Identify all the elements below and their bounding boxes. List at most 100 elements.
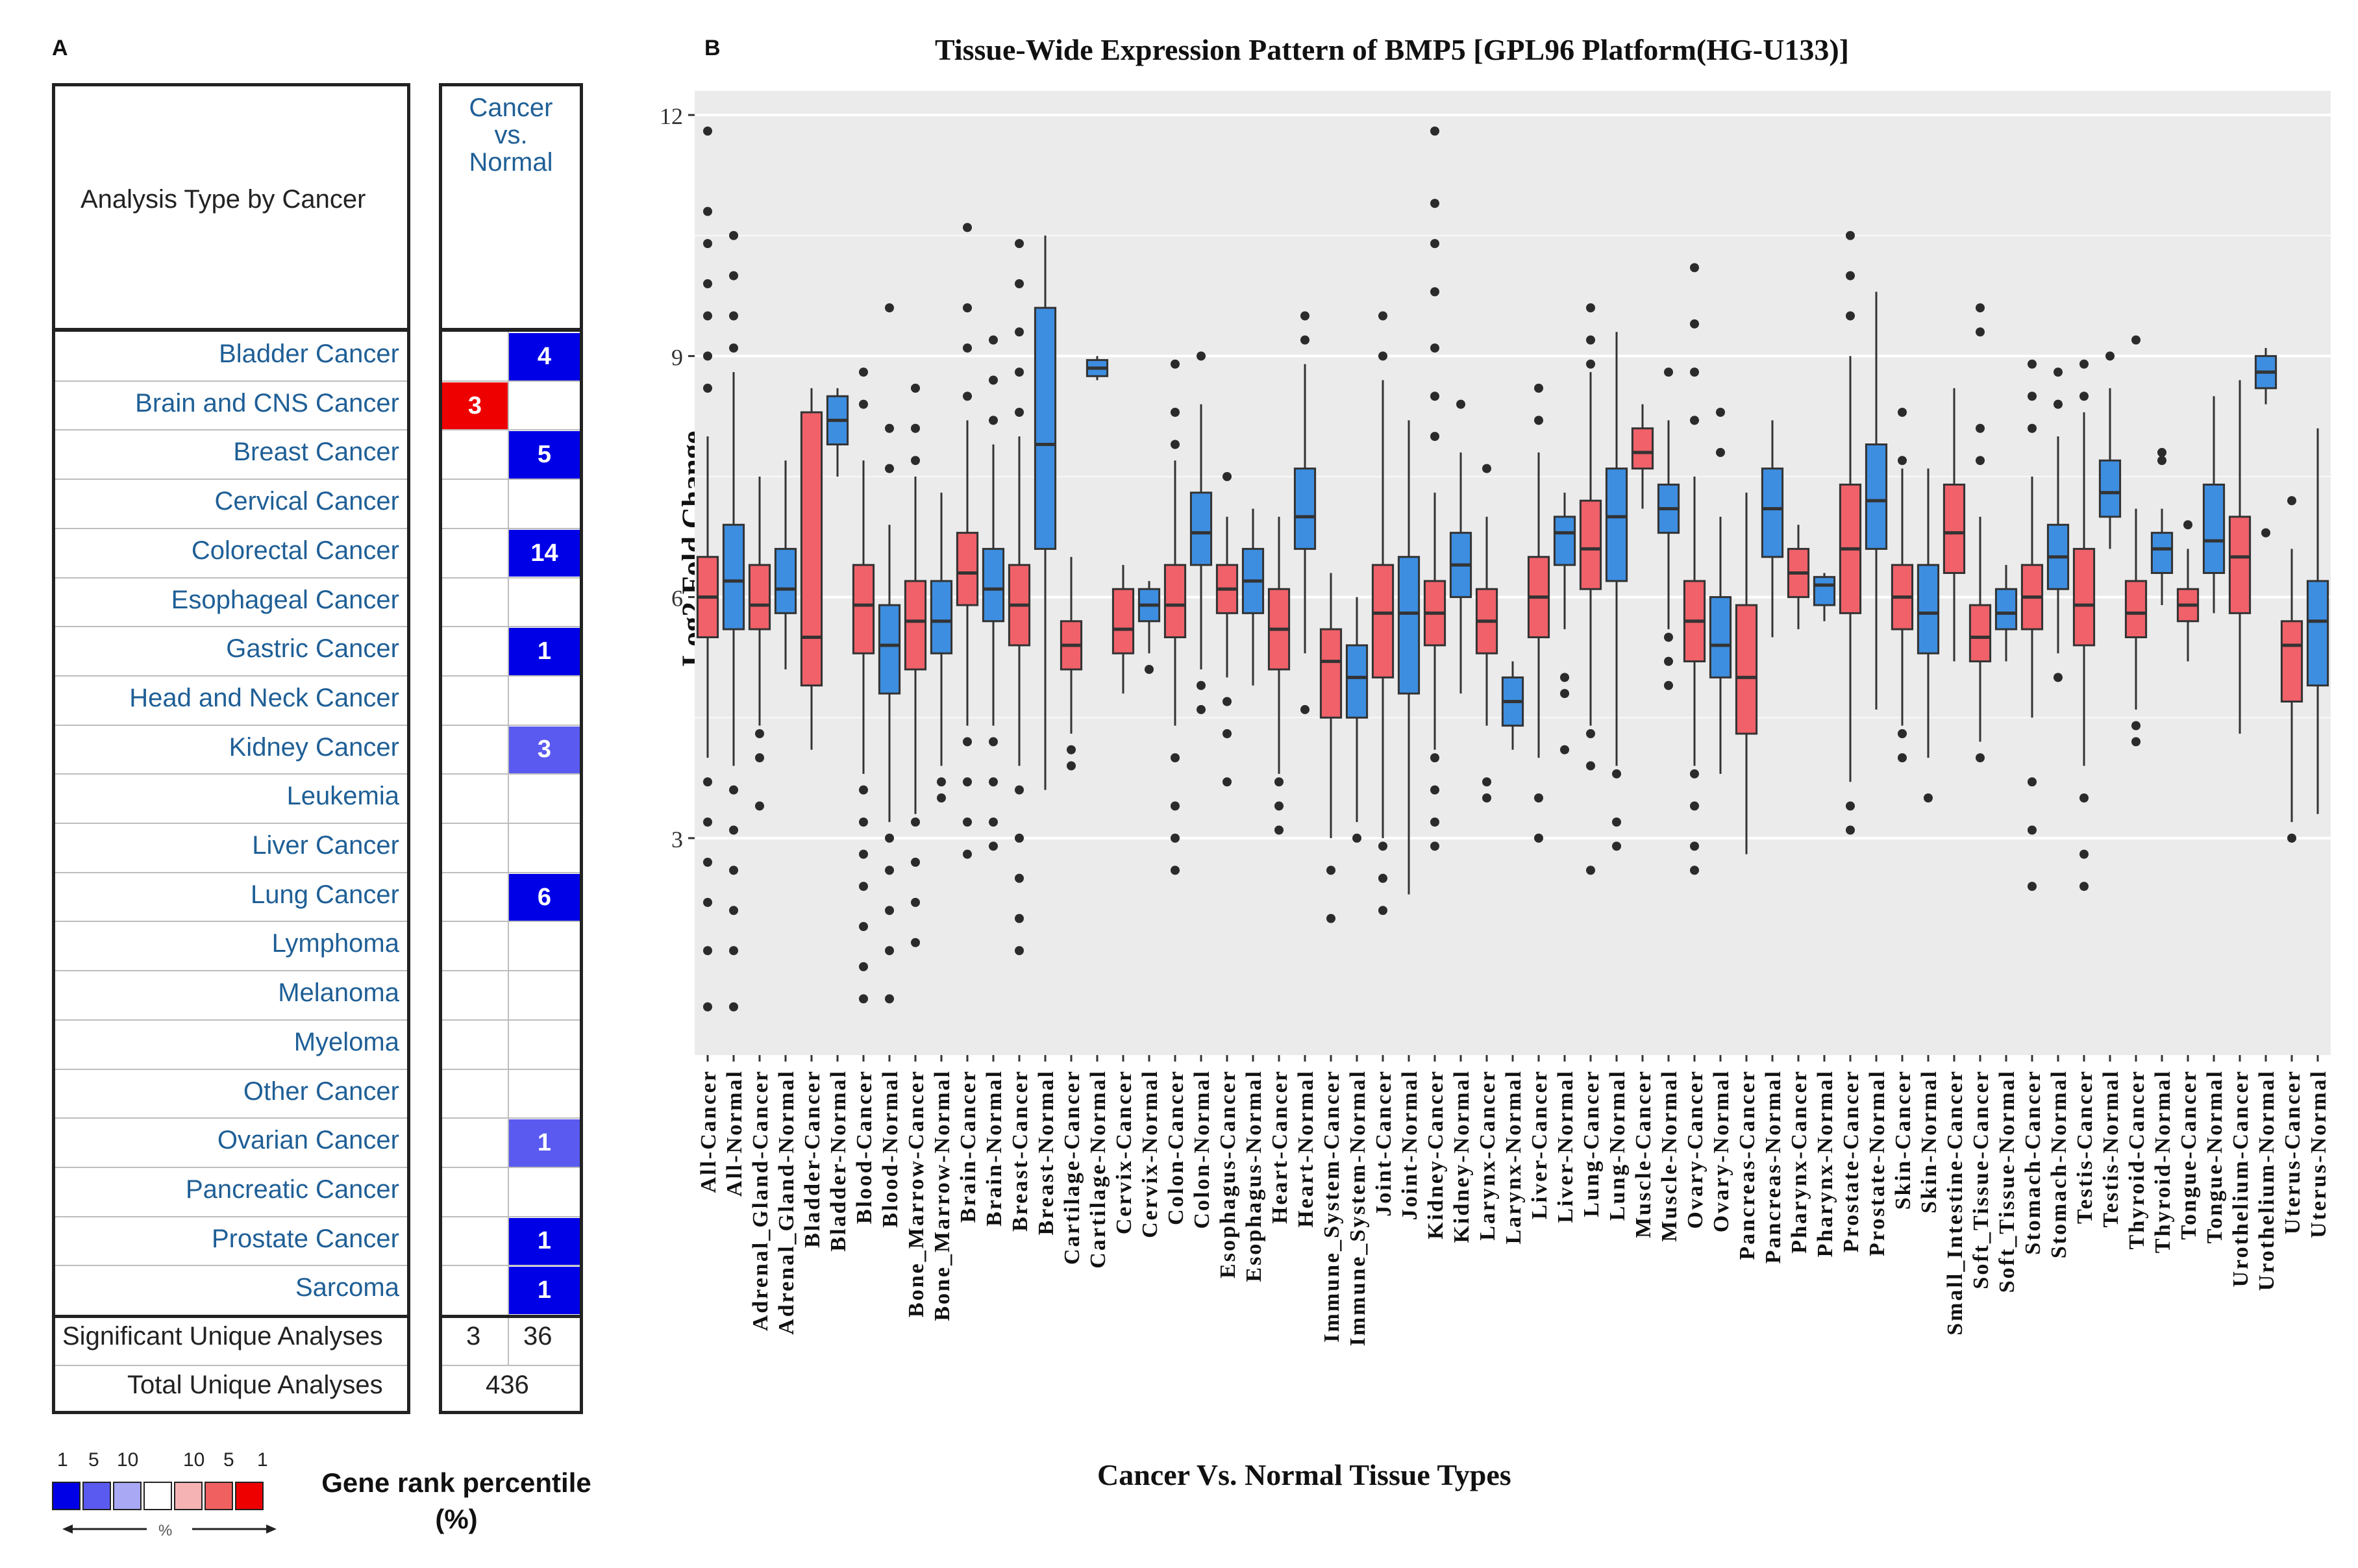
header-right-line-2: vs. [494,121,528,149]
analysis-count-cell-under[interactable]: 6 [509,873,580,921]
row-divider [55,527,407,529]
analysis-count-cell-under[interactable]: 1 [509,1267,580,1314]
cancer-type-label[interactable]: Myeloma [293,1027,399,1056]
box-outlier-point [729,946,738,956]
cancer-type-label[interactable]: Lung Cancer [250,880,399,909]
box-iqr [852,564,875,654]
box-iqr [1189,492,1213,566]
box-outlier-point [859,849,868,859]
panel-a-letter: A [52,36,68,60]
box-outlier-point [2131,737,2141,747]
box-outlier-point [1534,383,1543,393]
box-outlier-point [911,423,920,433]
cancer-type-label[interactable]: Head and Neck Cancer [129,683,399,712]
cancer-type-label[interactable]: Ovarian Cancer [217,1126,399,1155]
box-outlier-point [1612,769,1621,778]
cancer-type-label[interactable]: Kidney Cancer [229,732,399,762]
box-outlier-point [1534,416,1543,425]
box-iqr [930,580,953,654]
row-divider [442,1068,580,1070]
analysis-count-cell-under[interactable]: 4 [509,333,580,380]
box-outlier-point [937,777,946,787]
box-iqr [774,547,797,614]
box-iqr [2124,580,2148,638]
box-outlier-point [1612,841,1621,851]
analysis-count-cell-over[interactable]: 3 [442,382,508,430]
box-outlier-point [1664,680,1673,690]
box-iqr [1968,604,1992,663]
cancer-type-label[interactable]: Breast Cancer [233,438,399,467]
box-outlier-point [1015,914,1024,923]
box-outlier-point [911,858,920,867]
box-outlier-point [989,817,998,827]
analysis-table-right-box [439,83,583,1414]
x-tick-label: Cartilage-Cancer [1060,1069,1084,1265]
box-outlier-point [1015,239,1024,249]
row-divider [55,871,407,873]
box-outlier-point [1378,311,1387,321]
analysis-table-left-box [52,83,410,1414]
analysis-count-cell-under[interactable]: 1 [509,628,580,675]
cancer-type-label[interactable]: Pancreatic Cancer [185,1175,399,1204]
box-outlier-point [1430,392,1439,401]
box-outlier-point [1171,359,1180,369]
cancer-type-label[interactable]: Gastric Cancer [226,634,399,664]
box-outlier-point [2183,520,2192,530]
legend-title-line-2: (%) [435,1504,478,1534]
row-divider [442,921,580,923]
box-outlier-point [2079,882,2089,891]
cancer-type-label[interactable]: Bladder Cancer [219,340,399,368]
box-outlier-point [2261,528,2270,538]
x-tick-label: Lung-Cancer [1580,1069,1604,1217]
box-iqr [1761,467,1784,558]
box-outlier-point [1378,873,1387,883]
box-outlier-point [1067,745,1076,754]
significant-right-value: 36 [523,1322,552,1350]
box-outlier-point [2131,335,2141,345]
cancer-type-label[interactable]: Colorectal Cancer [191,536,399,565]
x-tick-label: Liver-Cancer [1528,1069,1552,1219]
cancer-type-label[interactable]: Cervical Cancer [214,487,399,516]
box-outlier-point [859,922,868,931]
cancer-type-label[interactable]: Esophageal Cancer [171,585,399,614]
box-outlier-point [1171,753,1180,763]
x-tick-label: Tongue-Normal [2203,1069,2227,1243]
x-tick-label: All-Normal [723,1069,747,1197]
cancer-type-label[interactable]: Lymphoma [271,929,399,958]
box-outlier-point [2079,392,2089,401]
box-outlier-point [1015,408,1024,417]
row-divider [55,1215,407,1217]
legend-num-3: 10 [117,1449,139,1471]
box-outlier-point [703,817,712,827]
analysis-count-cell-under[interactable]: 1 [509,1217,580,1265]
box-outlier-point [911,938,920,947]
box-iqr [1994,588,2018,630]
x-tick-label: Skin-Cancer [1891,1069,1915,1210]
x-tick-label: Breast-Cancer [1008,1069,1032,1232]
box-outlier-point [963,817,972,827]
cancer-type-label[interactable]: Melanoma [278,978,399,1008]
cancer-type-label[interactable]: Sarcoma [295,1273,399,1302]
box-outlier-point [729,906,738,915]
box-outlier-point [2079,793,2089,803]
box-iqr [2150,532,2174,574]
cancer-type-label[interactable]: Prostate Cancer [211,1224,399,1253]
analysis-count-cell-under[interactable]: 5 [509,431,580,479]
box-outlier-point [911,817,920,827]
cancer-type-label[interactable]: Other Cancer [243,1076,399,1106]
header-divider-right [439,328,583,332]
row-divider [55,429,407,431]
cancer-type-label[interactable]: Leukemia [286,782,399,811]
box-outlier-point [1690,865,1699,875]
box-outlier-point [1534,793,1543,803]
cancer-type-label[interactable]: Brain and CNS Cancer [135,388,399,417]
table-header-left: Analysis Type by Cancer [81,185,366,214]
x-tick-label: Adrenal_Gland-Normal [775,1069,799,1335]
analysis-count-cell-under[interactable]: 14 [509,529,580,577]
cancer-type-label[interactable]: Liver Cancer [252,831,399,860]
analysis-count-cell-under[interactable]: 1 [509,1119,580,1167]
box-iqr [1735,604,1758,735]
row-divider [55,1265,407,1267]
analysis-count-cell-under[interactable]: 3 [509,726,580,774]
box-outlier-point [703,858,712,867]
